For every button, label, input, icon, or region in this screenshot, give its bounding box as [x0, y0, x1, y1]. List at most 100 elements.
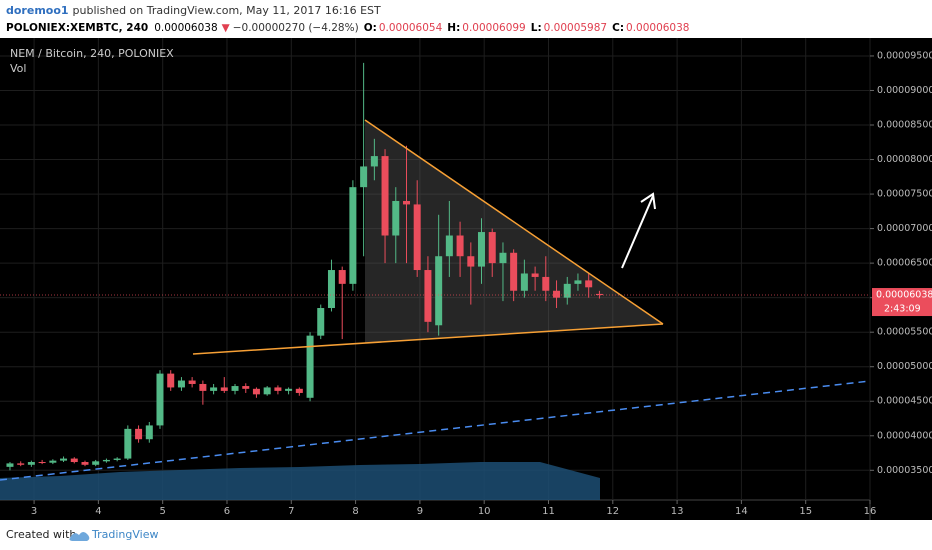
candle-body [70, 458, 78, 463]
candle-body [467, 256, 475, 267]
candle-body [392, 200, 400, 236]
candle-body [81, 462, 89, 465]
trendline[interactable] [364, 119, 664, 325]
x-tick-label: 11 [542, 506, 555, 517]
x-tick-label: 4 [95, 506, 101, 517]
footer-created: Created with [6, 528, 76, 541]
x-tick-label: 14 [735, 506, 748, 517]
candle-body [242, 386, 250, 389]
candle-body [60, 458, 68, 461]
ohlc-label: L: [531, 22, 542, 34]
candle-body [445, 235, 453, 257]
candle-body [295, 388, 303, 393]
chart-bg [0, 38, 932, 520]
y-tick-label: 0.00006500 [877, 258, 932, 269]
symbol-line: POLONIEX:XEMBTC, 240 0.00006038 ▼ −0.000002… [6, 22, 689, 34]
candle-body [285, 388, 293, 391]
y-tick-label: 0.00007500 [877, 189, 932, 200]
y-tick-label: 0.00005500 [877, 327, 932, 338]
candle-body [167, 373, 175, 388]
candle-body [274, 387, 282, 391]
candle-body [499, 252, 507, 264]
candle-body [553, 290, 561, 298]
candle-body [145, 425, 153, 440]
candle-body [413, 204, 421, 271]
candle-body [542, 276, 550, 291]
publisher[interactable]: doremoo1 [6, 4, 69, 17]
published: published on TradingView.com, May 11, 20… [73, 4, 381, 17]
y-tick-label: 0.00008000 [877, 154, 932, 165]
footer-brand[interactable]: TradingView [91, 528, 158, 541]
candle-body [595, 293, 603, 296]
candle-body [252, 388, 260, 395]
volume-ma-area [0, 462, 600, 500]
ohlc-value: 0.00005987 [544, 22, 607, 34]
candle-body [510, 252, 518, 291]
candle-body [477, 232, 485, 267]
y-tick-label: 0.00004000 [877, 430, 932, 441]
candle-body [188, 380, 196, 384]
direction: ▼ [222, 22, 231, 34]
candle-body [263, 387, 271, 395]
candle-body [349, 187, 357, 284]
candle-body [370, 156, 378, 167]
x-tick-label: 5 [159, 506, 165, 517]
candle-body [49, 460, 57, 463]
header-bg [0, 0, 932, 38]
y-tick-label: 0.00005000 [877, 361, 932, 372]
x-tick-label: 3 [31, 506, 37, 517]
candle-body [135, 428, 143, 440]
chart-title: NEM / Bitcoin, 240, POLONIEX [10, 47, 174, 60]
candle-body [488, 232, 496, 264]
ohlc-label: H: [447, 22, 460, 34]
y-tick-label: 0.00008500 [877, 120, 932, 131]
x-tick-label: 15 [799, 506, 812, 517]
candle-body [199, 383, 207, 391]
candle-body [92, 461, 100, 465]
candle-body [360, 166, 368, 188]
last-price-label: 0.00006038 [876, 290, 932, 301]
x-tick-label: 13 [671, 506, 684, 517]
candle-body [435, 256, 443, 326]
candle-body [338, 270, 346, 284]
candle-body [574, 280, 582, 284]
candle-body [381, 156, 389, 236]
footer-bg [0, 520, 932, 550]
y-tick-label: 0.00007000 [877, 223, 932, 234]
ohlc-value: 0.00006054 [379, 22, 443, 34]
logo [69, 532, 90, 541]
candle-body [27, 462, 35, 465]
ohlc-value: 0.00006038 [626, 22, 689, 34]
y-tick-label: 0.00004500 [877, 396, 932, 407]
x-tick-label: 7 [288, 506, 294, 517]
candle-body [177, 380, 185, 388]
candle-body [6, 463, 14, 467]
publish-line: doremoo1 published on TradingView.com, Ma… [6, 4, 381, 17]
x-tick-label: 10 [478, 506, 491, 517]
candle-body [520, 273, 528, 291]
candle-body [317, 308, 325, 336]
candle-body [306, 335, 314, 398]
ohlc-value: 0.00006099 [462, 22, 525, 34]
price: 0.00006038 [154, 22, 217, 34]
candle-body [231, 386, 239, 391]
y-tick-label: 0.00009000 [877, 85, 932, 96]
volume-label: Vol [10, 62, 26, 75]
arrow[interactable] [621, 192, 656, 269]
candle-body [102, 459, 110, 462]
y-tick-label: 0.00003500 [877, 465, 932, 476]
trendline[interactable] [192, 323, 664, 355]
symbol: POLONIEX:XEMBTC, 240 [6, 22, 148, 34]
candle-body [210, 387, 218, 391]
candle-body [327, 270, 335, 309]
candle-body [585, 280, 593, 288]
candle-body [220, 387, 228, 391]
candle-body [531, 273, 539, 277]
candle-body [124, 428, 132, 459]
x-tick-label: 12 [606, 506, 619, 517]
dashed-trendline[interactable] [0, 380, 871, 481]
x-tick-label: 6 [224, 506, 230, 517]
ohlc-label: C: [612, 22, 624, 34]
ohlc-label: O: [364, 22, 377, 34]
